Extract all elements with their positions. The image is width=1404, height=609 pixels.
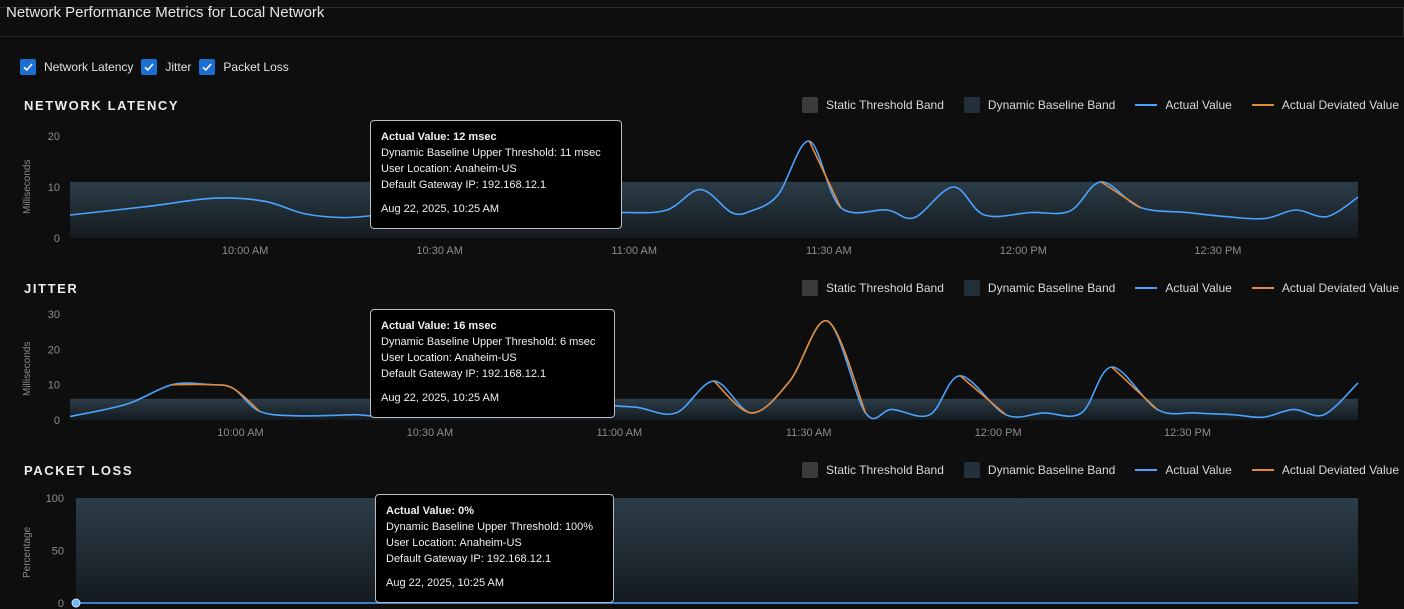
dynamic-band-swatch — [964, 462, 980, 478]
toggle-jitter[interactable]: Jitter — [141, 59, 191, 75]
toggle-packet-loss[interactable]: Packet Loss — [199, 59, 288, 75]
jitter-chart[interactable]: 0 10 20 30 10:00 AM 10:30 AM 11:00 AM 11:30 AM 1… — [0, 302, 1404, 450]
tooltip-packet-loss: Actual Value: 0% Dynamic Baseline Upper … — [375, 494, 614, 603]
network-latency-chart[interactable]: 0 10 20 10:00 AM 10:30 AM 11:00 AM 11:30 AM 12:… — [0, 120, 1404, 268]
legend-actual[interactable]: Actual Value — [1135, 281, 1232, 295]
x-tick-label: 12:00 PM — [975, 427, 1022, 439]
checkbox-checked-icon[interactable] — [199, 59, 215, 75]
dynamic-baseline-band — [70, 182, 1358, 238]
x-tick-label: 10:00 AM — [217, 427, 263, 439]
x-tick-label: 11:30 AM — [806, 245, 852, 257]
deviated-line-swatch — [1252, 469, 1274, 471]
title-separator — [0, 36, 1404, 37]
packet-loss-chart[interactable]: 0 50 100 — [0, 485, 1404, 609]
deviated-line-swatch — [1252, 287, 1274, 289]
static-band-swatch — [802, 462, 818, 478]
legend-network-latency: Static Threshold Band Dynamic Baseline B… — [782, 97, 1399, 113]
y-tick-label: 30 — [48, 309, 60, 321]
toggle-label: Network Latency — [44, 60, 133, 74]
hover-point-marker — [72, 599, 80, 607]
dynamic-baseline-band — [70, 399, 1358, 420]
metric-toggles: Network Latency Jitter Packet Loss — [20, 59, 297, 75]
y-tick-label: 10 — [48, 182, 60, 194]
legend-dynamic[interactable]: Dynamic Baseline Band — [964, 280, 1115, 296]
checkbox-checked-icon[interactable] — [20, 59, 36, 75]
legend-deviated[interactable]: Actual Deviated Value — [1252, 463, 1399, 477]
actual-line-swatch — [1135, 287, 1157, 289]
legend-deviated[interactable]: Actual Deviated Value — [1252, 98, 1399, 112]
y-tick-label: 0 — [54, 233, 60, 245]
checkbox-checked-icon[interactable] — [141, 59, 157, 75]
section-title-packet-loss: PACKET LOSS — [24, 463, 133, 478]
legend-static[interactable]: Static Threshold Band — [802, 280, 944, 296]
page-title: Network Performance Metrics for Local Ne… — [6, 4, 324, 21]
y-tick-label: 0 — [54, 415, 60, 427]
x-tick-label: 11:00 AM — [611, 245, 657, 257]
legend-dynamic[interactable]: Dynamic Baseline Band — [964, 97, 1115, 113]
legend-dynamic[interactable]: Dynamic Baseline Band — [964, 462, 1115, 478]
dynamic-band-swatch — [964, 280, 980, 296]
y-tick-label: 20 — [48, 131, 60, 143]
legend-static[interactable]: Static Threshold Band — [802, 97, 944, 113]
x-tick-label: 12:00 PM — [1000, 245, 1047, 257]
x-tick-label: 12:30 PM — [1194, 245, 1241, 257]
dynamic-band-swatch — [964, 97, 980, 113]
x-tick-label: 10:30 AM — [407, 427, 453, 439]
toggle-label: Jitter — [165, 60, 191, 74]
legend-packet-loss: Static Threshold Band Dynamic Baseline B… — [782, 462, 1399, 478]
actual-line-swatch — [1135, 469, 1157, 471]
toggle-network-latency[interactable]: Network Latency — [20, 59, 133, 75]
section-title-network-latency: NETWORK LATENCY — [24, 98, 179, 113]
deviated-line-swatch — [1252, 104, 1274, 106]
legend-actual[interactable]: Actual Value — [1135, 463, 1232, 477]
y-tick-label: 100 — [46, 493, 64, 505]
section-title-jitter: JITTER — [24, 281, 78, 296]
y-tick-label: 10 — [48, 380, 60, 392]
y-tick-label: 50 — [52, 546, 64, 558]
x-tick-label: 11:30 AM — [786, 427, 832, 439]
actual-line-swatch — [1135, 104, 1157, 106]
y-tick-label: 20 — [48, 344, 60, 356]
dynamic-baseline-band — [76, 498, 1358, 603]
x-tick-label: 10:30 AM — [416, 245, 462, 257]
legend-jitter: Static Threshold Band Dynamic Baseline B… — [782, 280, 1399, 296]
x-tick-label: 12:30 PM — [1164, 427, 1211, 439]
static-band-swatch — [802, 97, 818, 113]
legend-deviated[interactable]: Actual Deviated Value — [1252, 281, 1399, 295]
tooltip-jitter: Actual Value: 16 msec Dynamic Baseline U… — [370, 309, 615, 418]
legend-actual[interactable]: Actual Value — [1135, 98, 1232, 112]
x-tick-label: 11:00 AM — [596, 427, 642, 439]
tooltip-network-latency: Actual Value: 12 msec Dynamic Baseline U… — [370, 120, 622, 229]
static-band-swatch — [802, 280, 818, 296]
toggle-label: Packet Loss — [223, 60, 288, 74]
x-tick-label: 10:00 AM — [222, 245, 268, 257]
legend-static[interactable]: Static Threshold Band — [802, 462, 944, 478]
y-tick-label: 0 — [58, 598, 64, 609]
